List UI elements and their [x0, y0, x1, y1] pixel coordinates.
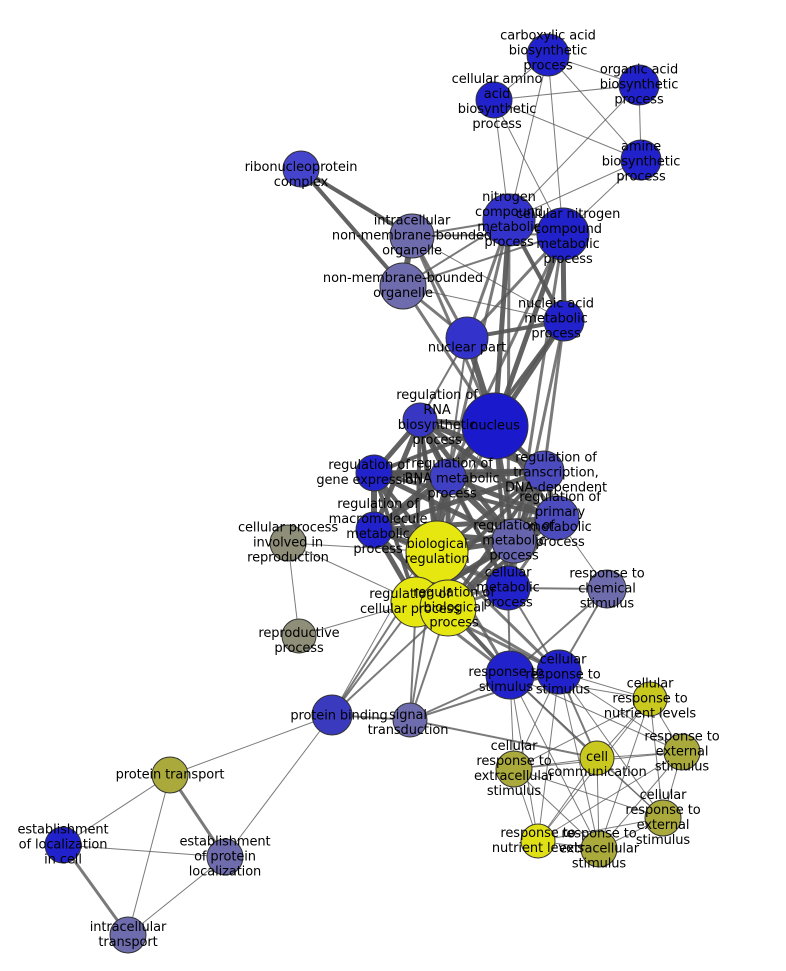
graph-node[interactable]: cellular response to extracellular stimu… — [495, 750, 533, 788]
graph-edge — [372, 470, 516, 544]
graph-node[interactable]: nitrogen compound metabolic process — [482, 193, 536, 247]
graph-node[interactable]: cellular response to external stimulus — [644, 799, 682, 837]
graph-node[interactable]: cellular metabolic process — [485, 565, 531, 611]
graph-edge — [508, 54, 549, 221]
graph-edge — [127, 774, 171, 936]
graph-node[interactable]: ribonucleoprotein complex — [282, 150, 320, 188]
graph-edge — [169, 714, 333, 776]
graph-edge — [127, 856, 226, 936]
graph-node[interactable]: establishment of localization in cell — [44, 826, 82, 864]
graph-edge — [373, 515, 558, 533]
graph-edge — [62, 774, 171, 846]
graph-edge — [513, 768, 664, 819]
graph-node[interactable]: protein binding — [311, 694, 353, 736]
graph-node[interactable]: response to external stimulus — [663, 733, 701, 771]
graph-edge — [598, 751, 683, 850]
graph-node[interactable]: cell communication — [579, 740, 615, 776]
graph-edge — [649, 698, 664, 819]
graph-node[interactable]: regulation of transcription, DNA-depende… — [523, 450, 565, 492]
graph-edge — [402, 285, 565, 322]
graph-edge — [537, 817, 664, 842]
graph-edge — [558, 671, 683, 753]
graph-edge — [542, 320, 566, 472]
graph-node[interactable]: cellular response to stimulus — [536, 649, 582, 695]
graph-node[interactable]: regulation of gene expression — [355, 454, 393, 492]
graph-node[interactable]: biological regulation — [405, 520, 469, 584]
graph-node[interactable]: response to stimulus — [485, 650, 535, 700]
graph-edge — [537, 751, 683, 842]
graph-edge — [224, 714, 333, 858]
graph-edge — [547, 54, 564, 235]
graph-edge — [509, 674, 683, 753]
graph-node[interactable]: establishment of protein localization — [206, 838, 244, 876]
node-layer: carboxylic acid biosynthetic process orga… — [44, 33, 701, 954]
graph-edge — [513, 768, 600, 850]
graph-edge — [62, 844, 226, 858]
graph-edge — [492, 219, 512, 427]
graph-node[interactable]: intracellular non-membrane-bounded organ… — [389, 213, 435, 259]
graph-edge — [547, 54, 642, 161]
graph-edge — [537, 671, 560, 842]
graph-node[interactable]: amine biosynthetic process — [620, 139, 662, 181]
graph-node[interactable]: reproductive process — [281, 618, 317, 654]
edge-layer — [61, 54, 683, 936]
graph-edge — [558, 671, 664, 819]
graph-edge — [447, 337, 468, 478]
graph-node[interactable]: response to extracellular stimulus — [580, 830, 618, 868]
graph-edge — [411, 235, 565, 322]
graph-node[interactable]: non-membrane-bounded organelle — [379, 262, 427, 310]
graph-edge — [509, 674, 600, 850]
graph-edge — [409, 719, 598, 759]
graph-edge — [492, 233, 566, 427]
graph-edge — [61, 844, 130, 936]
graph-edge — [513, 698, 651, 770]
graph-node[interactable]: protein transport — [151, 756, 189, 794]
graph-node[interactable]: cellular nitrogen compound metabolic pro… — [536, 207, 590, 261]
graph-node[interactable]: cellular process involved in reproductio… — [269, 524, 307, 562]
graph-edge — [493, 99, 642, 161]
graph-node[interactable]: regulation of RNA biosynthetic process — [402, 402, 438, 438]
graph-node[interactable]: carboxylic acid biosynthetic process — [526, 33, 570, 77]
graph-edge — [508, 84, 640, 221]
graph-node[interactable]: intracellular transport — [109, 916, 147, 954]
graph-node[interactable]: response to chemical stimulus — [587, 569, 627, 609]
graph-node[interactable]: cellular amino acid biosynthetic process — [475, 81, 513, 119]
graph-node[interactable]: nucleic acid metabolic process — [543, 300, 585, 342]
graph-edge — [409, 671, 560, 721]
graph-edge — [299, 167, 405, 288]
graph-edge — [373, 471, 558, 520]
graph-edge — [598, 698, 651, 850]
graph-node[interactable]: organic acid biosynthetic process — [618, 64, 660, 106]
graph-node[interactable]: nucleus — [461, 392, 529, 460]
graph-node[interactable]: nuclear part — [445, 316, 489, 360]
graph-node[interactable]: regulation of biological process — [419, 579, 477, 637]
graph-node[interactable]: regulation of RNA metabolic process — [429, 458, 467, 496]
graph-node[interactable]: cellular response to nutrient levels — [632, 681, 668, 717]
graph-node[interactable]: response to nutrient levels — [520, 823, 556, 859]
graph-node[interactable]: regulation of primary metabolic process — [534, 495, 580, 541]
graph-node[interactable]: regulation of macromolecule metabolic pr… — [355, 511, 393, 549]
graph-node[interactable]: regulation of metabolic process — [491, 518, 537, 564]
graph-edge — [373, 468, 545, 533]
graph-edge — [493, 84, 640, 101]
graph-node[interactable]: signal transduction — [392, 702, 428, 738]
